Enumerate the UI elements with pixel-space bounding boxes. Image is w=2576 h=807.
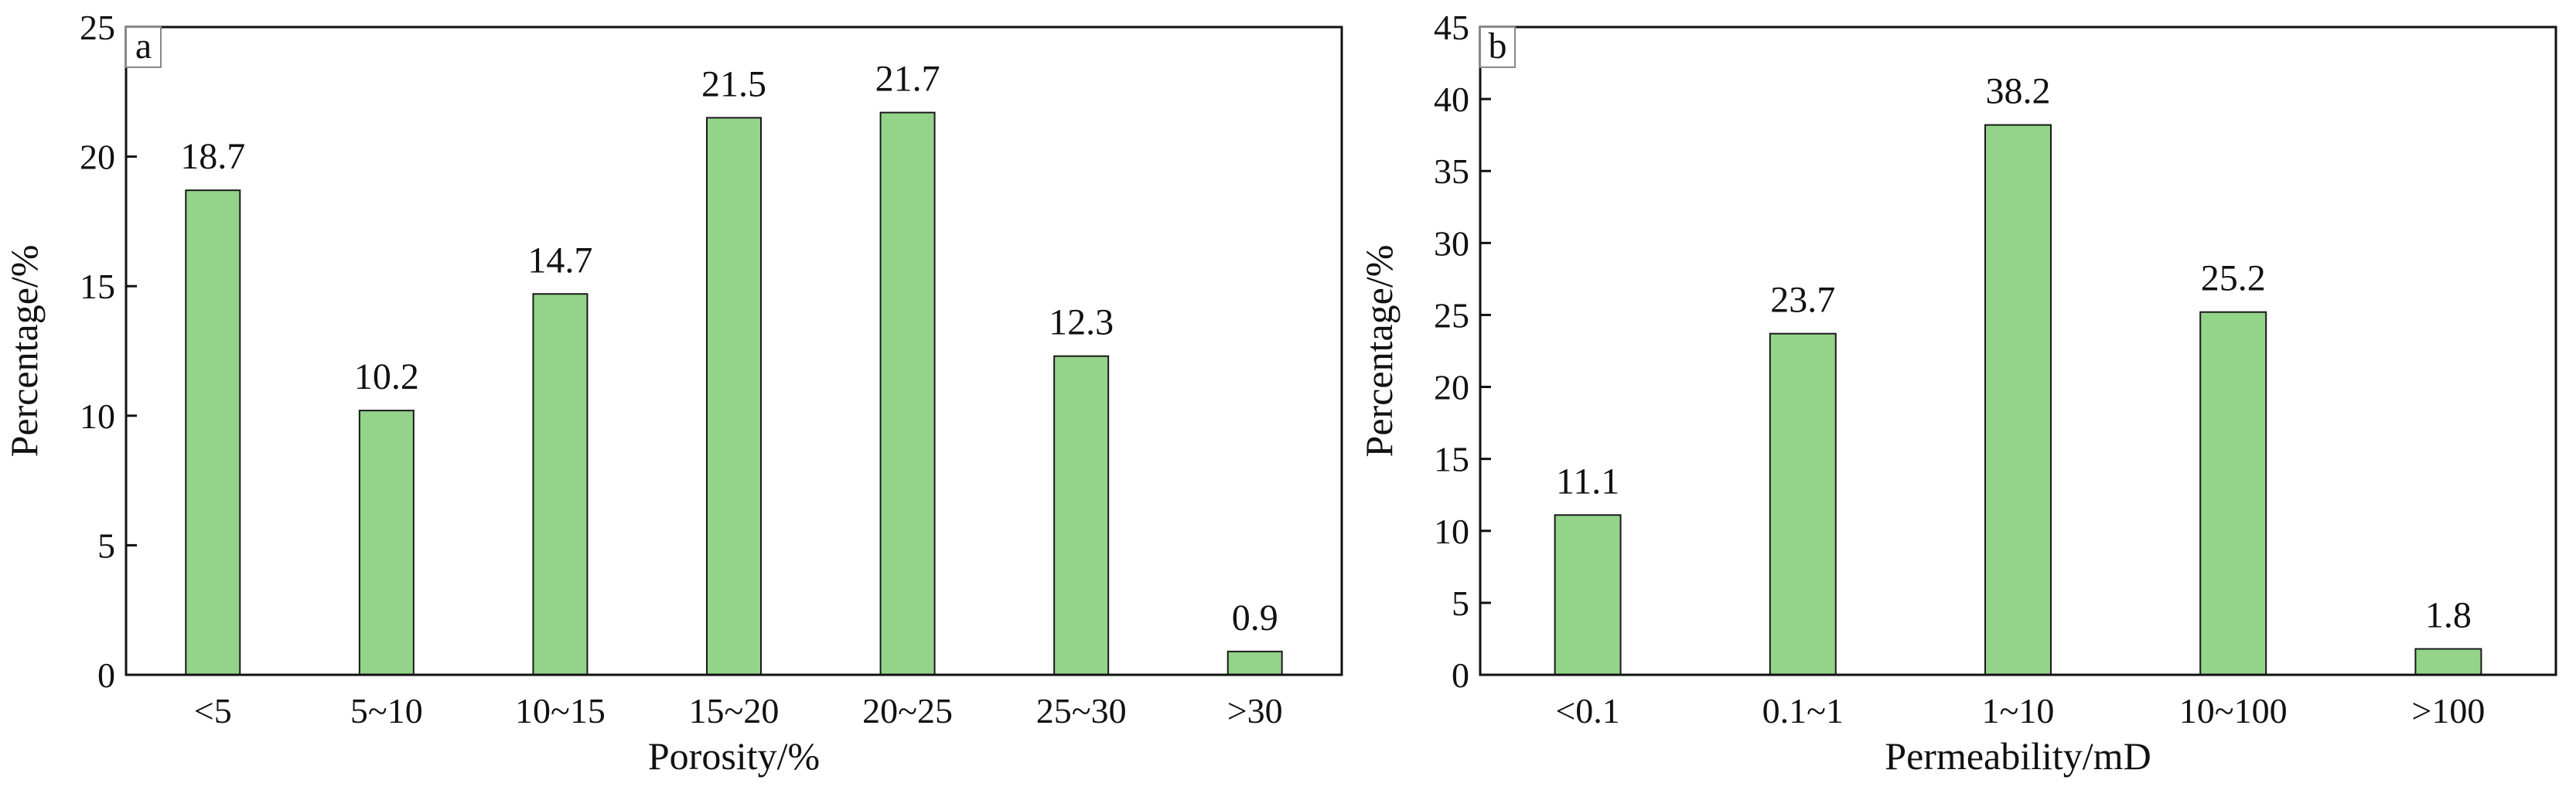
x-tick-label-10-to-100: 10~100 xyxy=(2179,691,2288,730)
y-tick-label-5: 5 xyxy=(97,526,115,565)
data-label-lt0p1: 11.1 xyxy=(1556,461,1619,502)
y-tick-label-0: 0 xyxy=(97,655,115,695)
data-label-5-to-10: 10.2 xyxy=(354,356,419,397)
panel-tag: a xyxy=(135,26,152,66)
bar-20-to-25 xyxy=(879,111,936,676)
panel-tag-box xyxy=(125,26,162,68)
y-tick-label-30: 30 xyxy=(1434,223,1469,263)
y-tick-label-15: 15 xyxy=(1434,440,1469,479)
y-tick-label-20: 20 xyxy=(1434,368,1469,407)
x-tick-label-1-to-10: 1~10 xyxy=(1982,691,2055,730)
y-tick-label-15: 15 xyxy=(80,267,115,306)
x-axis-title: Porosity/% xyxy=(648,734,820,778)
x-tick-label-lt0p1: <0.1 xyxy=(1555,691,1619,730)
y-tick-label-10: 10 xyxy=(80,397,115,436)
panel-tag: b xyxy=(1489,26,1507,66)
plot-frame xyxy=(125,26,1343,676)
data-label-15-to-20: 21.5 xyxy=(701,63,766,104)
bar-gt30 xyxy=(1227,650,1283,676)
bar-10-to-15 xyxy=(532,293,589,676)
y-axis-title: Percentage/% xyxy=(2,245,46,458)
x-tick-label-gt30: >30 xyxy=(1227,691,1283,730)
y-tick-label-35: 35 xyxy=(1434,152,1469,191)
x-tick-label-10-to-15: 10~15 xyxy=(515,691,606,730)
data-label-10-to-100: 25.2 xyxy=(2201,258,2266,299)
y-tick-label-20: 20 xyxy=(80,138,115,177)
bar-1-to-10 xyxy=(1984,124,2052,676)
x-tick-label-25-to-30: 25~30 xyxy=(1036,691,1127,730)
x-tick-label-lt5: <5 xyxy=(194,691,232,730)
chart-panel-a: 18.7 10.2 14.7 21.5 21.7 12.3 0.9 0 5 10 15 20 25 <5 5… xyxy=(2,8,1343,778)
y-tick-label-5: 5 xyxy=(1452,584,1469,623)
data-label-0p1-to-1: 23.7 xyxy=(1770,280,1835,321)
y-tick-label-25: 25 xyxy=(80,8,115,47)
data-label-1-to-10: 38.2 xyxy=(1986,71,2051,112)
data-label-10-to-15: 14.7 xyxy=(527,240,592,281)
data-label-gt100: 1.8 xyxy=(2425,594,2472,635)
y-tick-label-0: 0 xyxy=(1452,655,1469,695)
y-axis-title: Percentage/% xyxy=(1357,245,1401,458)
x-axis-title: Permeability/mD xyxy=(1885,734,2151,778)
bar-0p1-to-1 xyxy=(1769,332,1837,676)
panel-tag-box xyxy=(1479,26,1516,68)
data-label-gt30: 0.9 xyxy=(1232,598,1278,638)
y-tick-label-10: 10 xyxy=(1434,512,1469,551)
plot-frame xyxy=(1479,26,2557,676)
x-tick-label-5-to-10: 5~10 xyxy=(350,691,423,730)
bar-25-to-30 xyxy=(1053,355,1110,676)
x-tick-label-15-to-20: 15~20 xyxy=(689,691,780,730)
y-tick-label-45: 45 xyxy=(1434,8,1469,47)
y-tick-label-40: 40 xyxy=(1434,80,1469,119)
x-tick-label-20-to-25: 20~25 xyxy=(862,691,953,730)
data-label-25-to-30: 12.3 xyxy=(1049,302,1114,343)
data-label-20-to-25: 21.7 xyxy=(875,59,940,100)
bar-15-to-20 xyxy=(706,117,762,676)
y-tick-label-25: 25 xyxy=(1434,295,1469,335)
bar-10-to-100 xyxy=(2199,311,2267,676)
data-label-lt5: 18.7 xyxy=(180,136,245,177)
bar-5-to-10 xyxy=(358,410,415,676)
chart-panel-b: 11.1 23.7 38.2 25.2 1.8 0 5 10 15 20 25 30 35 40 45 <0.… xyxy=(1357,8,2557,778)
x-tick-label-0p1-to-1: 0.1~1 xyxy=(1762,691,1844,730)
bar-gt100 xyxy=(2414,648,2482,676)
bar-lt0p1 xyxy=(1554,514,1622,676)
bar-lt5 xyxy=(185,189,241,676)
x-tick-label-gt100: >100 xyxy=(2411,691,2485,730)
